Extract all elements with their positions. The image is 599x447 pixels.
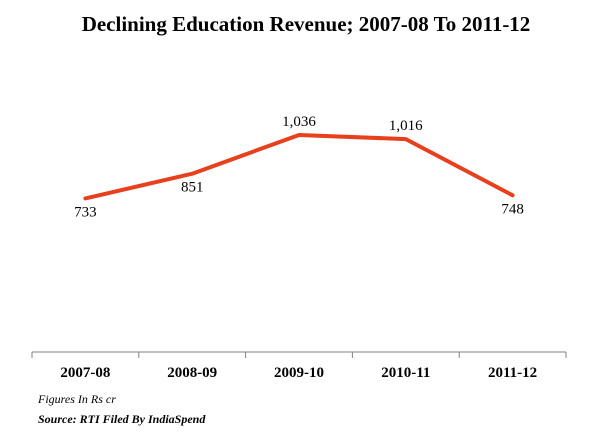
x-axis [32, 352, 566, 358]
source-note: Source: RTI Filed By IndiaSpend [38, 412, 205, 427]
units-note: Figures In Rs cr [38, 392, 116, 407]
x-tick-labels: 2007-08 2008-09 2009-10 2010-11 2011-12 [60, 365, 537, 381]
series-group [85, 135, 512, 199]
x-tick-label-2010-11: 2010-11 [381, 365, 430, 381]
x-tick-label-2008-09: 2008-09 [167, 365, 217, 381]
x-tick-label-2009-10: 2009-10 [274, 365, 324, 381]
x-tick-label-2007-08: 2007-08 [60, 365, 110, 381]
data-label-2007-08: 733 [74, 204, 97, 220]
x-tick-label-2011-12: 2011-12 [488, 365, 537, 381]
series-line [85, 135, 512, 198]
data-label-2009-10: 1,036 [282, 114, 316, 130]
chart-title: Declining Education Revenue; 2007-08 To … [82, 12, 531, 36]
data-label-2011-12: 748 [501, 201, 524, 217]
data-label-2008-09: 851 [181, 180, 204, 196]
data-label-2010-11: 1,016 [389, 118, 423, 134]
